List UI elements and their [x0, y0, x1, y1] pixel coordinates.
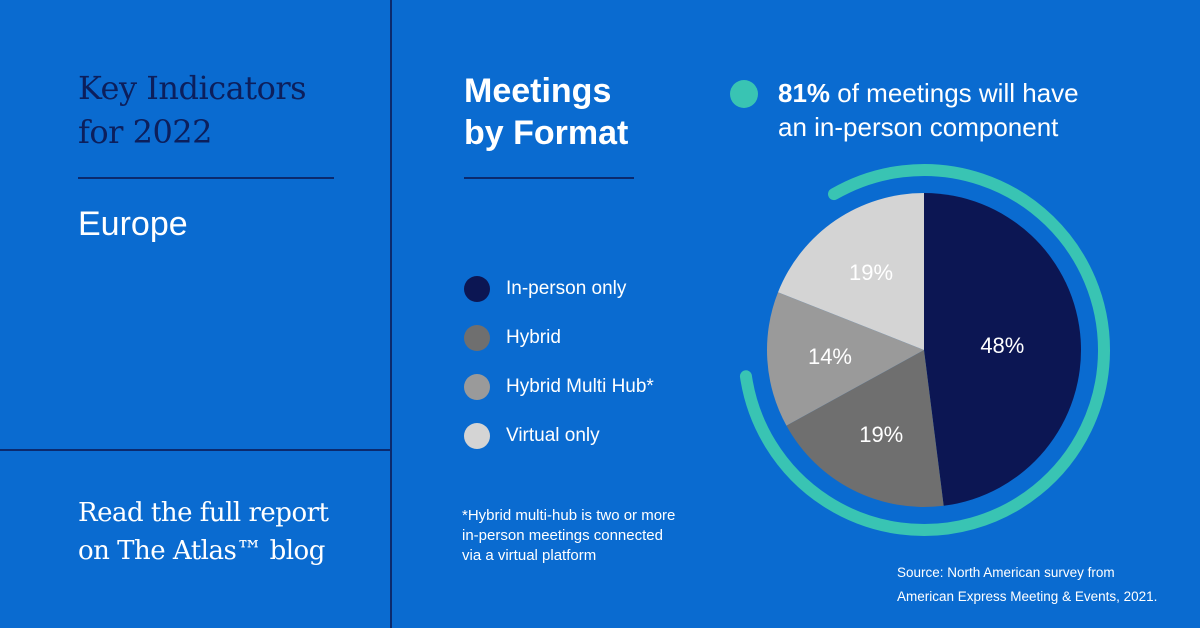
callout-line-2: an in-person component — [778, 112, 1059, 142]
title-rule — [78, 177, 334, 179]
pie-slice-label: 19% — [849, 260, 893, 285]
callout-text: 81% of meetings will have an in-person c… — [778, 76, 1158, 144]
pie-slice-label: 48% — [980, 333, 1024, 358]
callout-dot-icon — [730, 80, 758, 108]
page-title: Key Indicators for 2022 — [78, 66, 378, 154]
callout-line-1: 81% of meetings will have — [778, 76, 1158, 110]
legend-swatch-icon — [464, 325, 490, 351]
chart-title: Meetings by Format — [464, 70, 664, 154]
legend-swatch-icon — [464, 276, 490, 302]
callout-line-1-rest: of meetings will have — [830, 78, 1079, 108]
legend-label: In-person only — [506, 278, 627, 299]
pie-slice-label: 19% — [859, 422, 903, 447]
callout-percent: 81% — [778, 78, 831, 108]
chart-title-line-1: Meetings — [464, 72, 612, 110]
report-line-2: on The Atlas™ blog — [78, 536, 325, 566]
title-line-1: Key Indicators — [78, 69, 307, 107]
legend-label: Hybrid Multi Hub* — [506, 376, 654, 397]
legend-swatch-icon — [464, 374, 490, 400]
region-label: Europe — [78, 205, 188, 243]
report-link[interactable]: Read the full report on The Atlas™ blog — [78, 494, 378, 570]
pie-slice — [767, 292, 924, 426]
vertical-divider — [390, 0, 392, 628]
in-person-ring — [739, 164, 1110, 536]
pie-slice — [924, 193, 1082, 506]
report-line-1: Read the full report — [78, 498, 329, 528]
pie-slice-label: 14% — [808, 344, 852, 369]
title-line-2: for 2022 — [78, 113, 213, 151]
source-note: Source: North American survey from Ameri… — [897, 565, 1158, 604]
chart-title-line-2: by Format — [464, 114, 629, 152]
chart-title-rule — [464, 177, 634, 179]
legend-swatch-icon — [464, 423, 490, 449]
pie-slice — [778, 193, 924, 350]
horizontal-divider — [0, 449, 390, 451]
pie-slice — [786, 350, 944, 507]
legend-label: Virtual only — [506, 425, 600, 446]
footnote: *Hybrid multi-hub is two or more in-pers… — [462, 507, 676, 564]
legend-label: Hybrid — [506, 327, 561, 348]
